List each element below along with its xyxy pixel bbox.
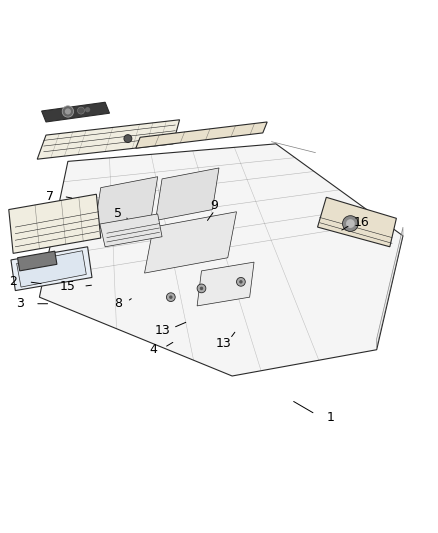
Polygon shape [155, 168, 219, 221]
Polygon shape [377, 227, 403, 348]
Text: 7: 7 [46, 190, 54, 203]
Circle shape [200, 287, 203, 290]
Polygon shape [145, 212, 237, 273]
Polygon shape [9, 194, 101, 253]
Circle shape [169, 295, 173, 299]
Polygon shape [42, 102, 110, 122]
Circle shape [62, 106, 74, 117]
Circle shape [124, 135, 132, 142]
Polygon shape [197, 262, 254, 306]
Circle shape [346, 219, 355, 228]
Circle shape [65, 108, 71, 115]
Polygon shape [37, 120, 180, 159]
Polygon shape [318, 197, 396, 247]
Text: 13: 13 [215, 337, 231, 350]
Text: 13: 13 [154, 324, 170, 336]
Text: 16: 16 [353, 216, 369, 229]
Circle shape [237, 278, 245, 286]
Polygon shape [39, 144, 403, 376]
Circle shape [343, 216, 358, 231]
Circle shape [197, 284, 206, 293]
Polygon shape [11, 247, 92, 290]
Polygon shape [94, 177, 158, 229]
Circle shape [85, 107, 90, 112]
Text: 15: 15 [60, 280, 76, 293]
Text: 9: 9 [211, 199, 219, 212]
Text: 3: 3 [16, 297, 24, 310]
Text: 2: 2 [9, 276, 17, 288]
Polygon shape [17, 251, 86, 287]
Polygon shape [18, 251, 57, 271]
Polygon shape [136, 122, 267, 148]
Circle shape [239, 280, 243, 284]
Text: 4: 4 [149, 343, 157, 356]
Text: 1: 1 [327, 411, 335, 424]
Polygon shape [100, 214, 162, 247]
Circle shape [78, 107, 85, 114]
Circle shape [166, 293, 175, 302]
Text: 5: 5 [114, 207, 122, 221]
Text: 8: 8 [114, 297, 122, 310]
